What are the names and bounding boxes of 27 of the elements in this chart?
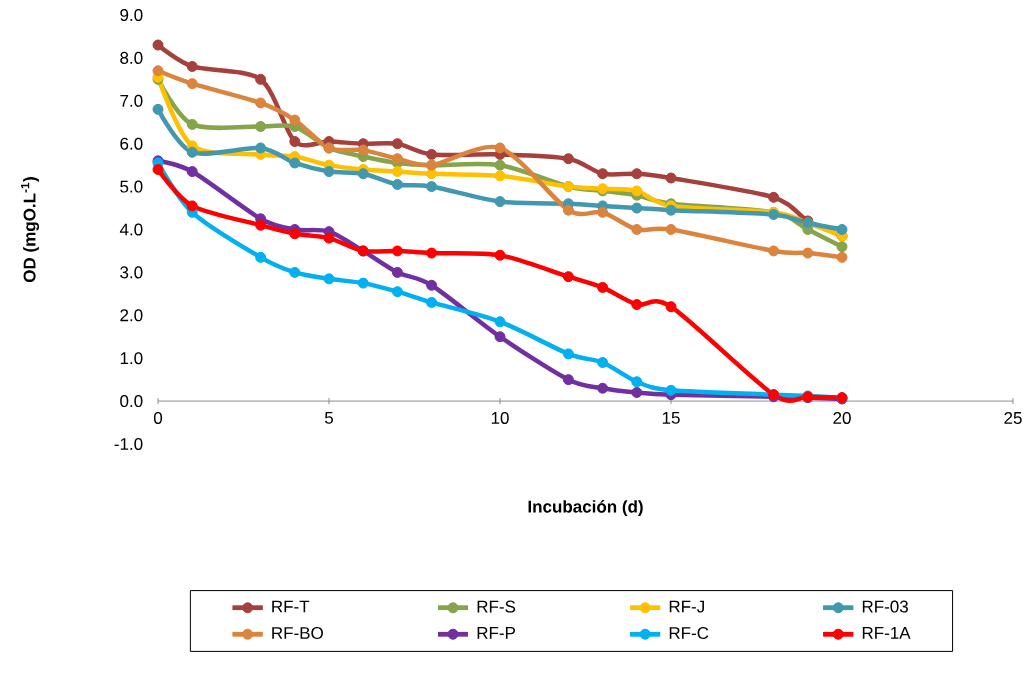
legend-label: RF-BO [272, 626, 323, 640]
legend-label: RF-1A [862, 627, 911, 639]
y-tick-label: 1.0 [120, 352, 143, 365]
legend-label: RF-T [272, 600, 310, 613]
x-tick-label: 0 [153, 411, 163, 424]
y-tick-label: 7.0 [120, 94, 143, 107]
y-tick-label: -1.0 [114, 437, 143, 451]
x-tick-label: 15 [662, 411, 680, 424]
x-tick-label: 5 [324, 411, 334, 424]
legend-label: RF-P [477, 627, 515, 639]
x-tick-label: 20 [833, 411, 851, 424]
y-tick-label: 3.0 [120, 266, 143, 279]
legend-label: RF-C [669, 626, 709, 640]
x-axis-title: Incubación (d) [528, 499, 643, 516]
y-axis-title: OD (mgO.L$^{-1}$) [20, 177, 40, 283]
y-tick-label: 0.0 [120, 395, 143, 408]
x-tick-label: 10 [491, 411, 509, 424]
legend-label: RF-03 [862, 600, 908, 613]
x-tick-label: 25 [1004, 411, 1022, 424]
y-tick-label: 4.0 [119, 223, 143, 236]
y-tick-label: 9.0 [120, 8, 143, 22]
y-tick-label: 2.0 [120, 309, 143, 322]
y-tick-label: 6.0 [120, 137, 143, 150]
legend-label: RF-S [477, 600, 516, 613]
y-tick-label: 5.0 [120, 180, 143, 193]
legend-label: RF-J [669, 600, 704, 613]
y-tick-label: 8.0 [120, 51, 143, 64]
